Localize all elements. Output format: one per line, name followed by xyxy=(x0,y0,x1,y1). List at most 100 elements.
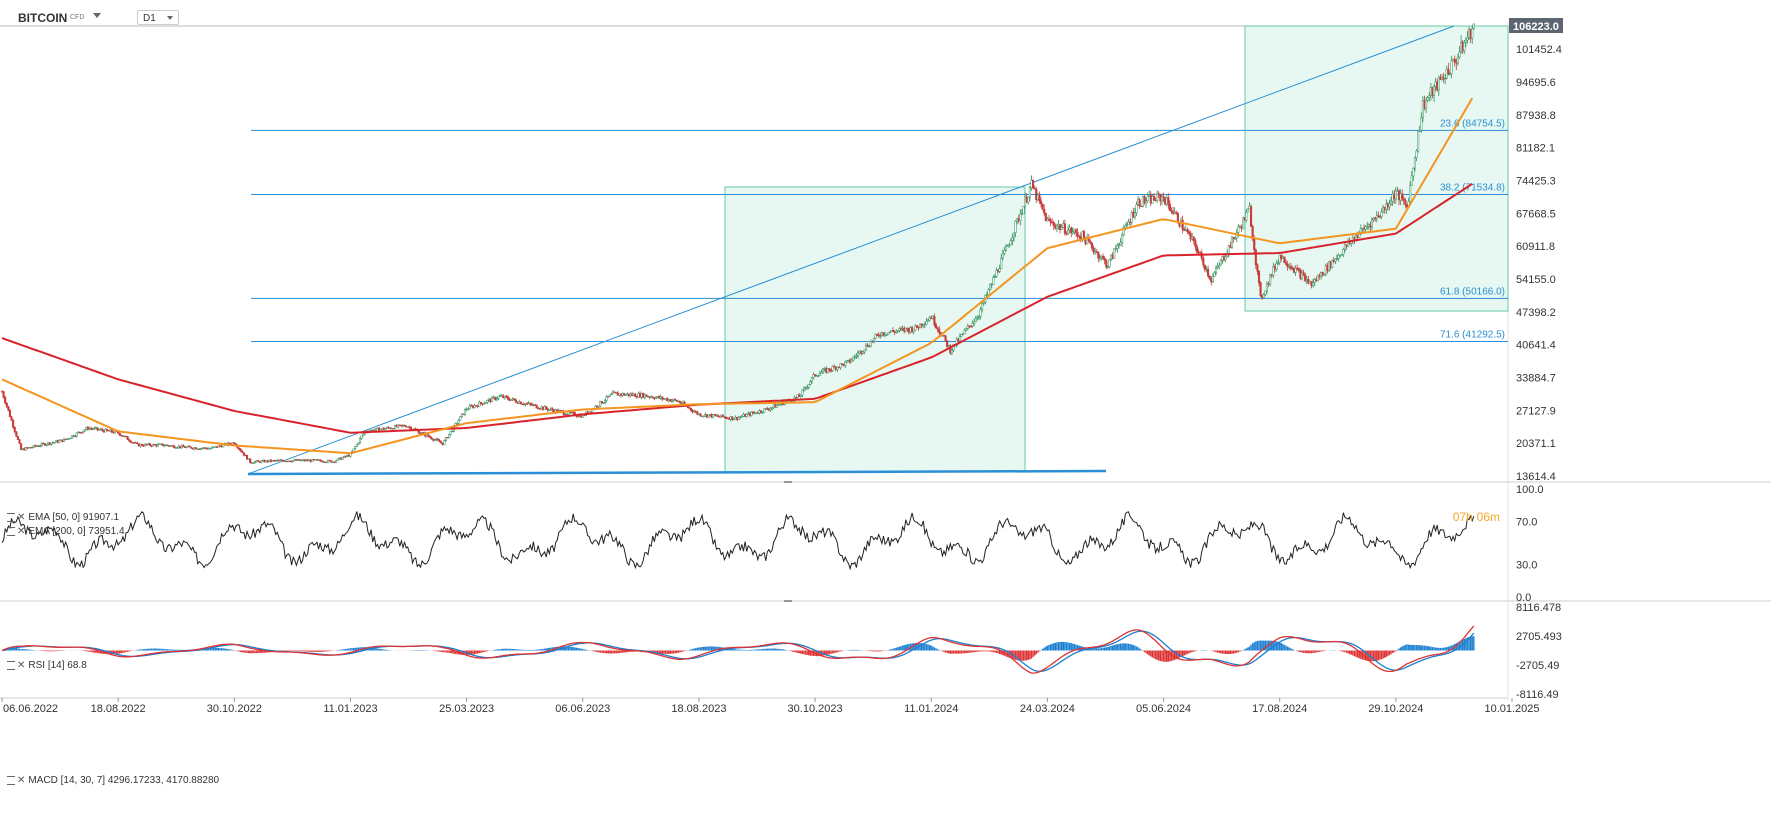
macd-histogram-bar xyxy=(702,646,705,651)
candle-body xyxy=(716,415,720,417)
candle-body xyxy=(497,396,500,399)
candle-body xyxy=(409,426,412,430)
menu-icon[interactable] xyxy=(7,512,15,522)
candle-body xyxy=(1302,272,1305,276)
macd-histogram-bar xyxy=(793,650,796,653)
trend-line xyxy=(247,25,1455,475)
candle-body xyxy=(1063,223,1066,234)
candle-body xyxy=(1390,200,1393,205)
macd-histogram-bar xyxy=(965,650,967,654)
macd-histogram-bar xyxy=(831,650,834,654)
macd-histogram-bar xyxy=(1449,646,1451,651)
macd-histogram-bar xyxy=(1341,650,1343,652)
candle-body xyxy=(393,425,397,430)
macd-histogram-bar xyxy=(1193,650,1195,652)
candle-body xyxy=(1265,283,1269,292)
timeframe-select[interactable]: D1 xyxy=(137,10,179,25)
macd-histogram-bar xyxy=(472,650,474,655)
menu-icon[interactable] xyxy=(7,526,15,536)
macd-histogram-bar xyxy=(263,650,266,653)
candle-body xyxy=(529,402,532,405)
candle-body xyxy=(1377,215,1380,217)
macd-histogram-bar xyxy=(933,647,936,651)
candle-body xyxy=(1230,237,1234,248)
macd-histogram-bar xyxy=(879,650,882,652)
macd-histogram-bar xyxy=(927,644,929,651)
macd-histogram-bar xyxy=(1232,650,1235,654)
macd-histogram-bar xyxy=(1302,650,1305,653)
candle-body xyxy=(634,393,637,397)
macd-histogram-bar xyxy=(260,650,263,653)
macd-histogram-bar xyxy=(1347,650,1349,654)
macd-histogram-bar xyxy=(1115,644,1117,651)
macd-histogram-bar xyxy=(938,649,940,651)
close-icon[interactable]: ✕ xyxy=(17,512,26,523)
candle-body xyxy=(923,323,926,326)
candle-body xyxy=(1464,39,1467,43)
legend-ema50[interactable]: ✕ EMA [50, 0] 91907.1 xyxy=(7,512,119,523)
macd-histogram-bar xyxy=(523,649,525,651)
macd-histogram-bar xyxy=(1304,650,1306,654)
symbol-label[interactable]: BITCOIN xyxy=(18,11,68,25)
candle-body xyxy=(1162,196,1165,199)
macd-histogram-bar xyxy=(462,650,465,655)
macd-histogram-bar xyxy=(1291,649,1294,651)
macd-histogram-bar xyxy=(18,648,21,651)
candle-body xyxy=(2,391,5,398)
candle-body xyxy=(1168,204,1171,211)
candle-body xyxy=(936,327,939,330)
macd-histogram-bar xyxy=(1371,650,1373,662)
macd-histogram-bar xyxy=(232,649,234,651)
macd-histogram-bar xyxy=(1264,640,1267,651)
legend-ema200[interactable]: ✕ EMA [200, 0] 73951.4 xyxy=(7,526,125,537)
macd-histogram-bar xyxy=(149,648,151,651)
menu-icon[interactable] xyxy=(7,775,15,785)
candle-body xyxy=(50,442,53,445)
macd-histogram-bar xyxy=(617,650,619,654)
macd-histogram-bar xyxy=(379,648,382,651)
macd-histogram-bar xyxy=(1384,650,1386,658)
candle-body xyxy=(1160,196,1163,202)
candle-body xyxy=(551,408,554,411)
candle-body xyxy=(613,391,616,393)
candle-body xyxy=(1453,58,1456,63)
candle-body xyxy=(955,338,958,346)
candle-body xyxy=(260,460,263,463)
candle-body xyxy=(933,316,936,326)
candle-body xyxy=(702,415,705,417)
macd-histogram-bar xyxy=(1280,643,1282,651)
candle-body xyxy=(624,394,627,396)
candle-body xyxy=(1404,200,1407,205)
close-icon[interactable]: ✕ xyxy=(17,775,26,786)
legend-macd[interactable]: ✕ MACD [14, 30, 7] 4296.17233, 4170.88280 xyxy=(7,775,219,786)
macd-histogram-bar xyxy=(85,650,88,652)
close-icon[interactable]: ✕ xyxy=(17,660,26,671)
candle-body xyxy=(610,393,613,396)
candle-body xyxy=(448,433,451,439)
candle-body xyxy=(607,396,610,398)
macd-histogram-bar xyxy=(1283,644,1286,651)
macd-histogram-bar xyxy=(1054,642,1057,651)
candle-body xyxy=(18,439,21,444)
macd-histogram-bar xyxy=(477,650,479,654)
macd-histogram-bar xyxy=(714,646,716,651)
candle-body xyxy=(384,428,387,430)
macd-histogram-bar xyxy=(857,649,859,651)
legend-rsi[interactable]: ✕ RSI [14] 68.8 xyxy=(7,660,87,671)
menu-icon[interactable] xyxy=(7,660,15,670)
candle-body xyxy=(896,330,899,332)
candle-body xyxy=(101,428,104,431)
candle-body xyxy=(1458,51,1461,58)
symbol-dropdown-icon[interactable] xyxy=(93,13,101,18)
macd-histogram-bar xyxy=(973,650,975,653)
macd-histogram-bar xyxy=(155,648,158,651)
macd-histogram-bar xyxy=(1469,636,1472,651)
macd-histogram-bar xyxy=(1352,650,1354,656)
macd-histogram-bar xyxy=(901,645,904,651)
candle-body xyxy=(915,325,918,328)
macd-histogram-bar xyxy=(1154,650,1157,660)
close-icon[interactable]: ✕ xyxy=(17,526,26,537)
candle-body xyxy=(10,416,13,421)
macd-histogram-bar xyxy=(949,650,952,654)
